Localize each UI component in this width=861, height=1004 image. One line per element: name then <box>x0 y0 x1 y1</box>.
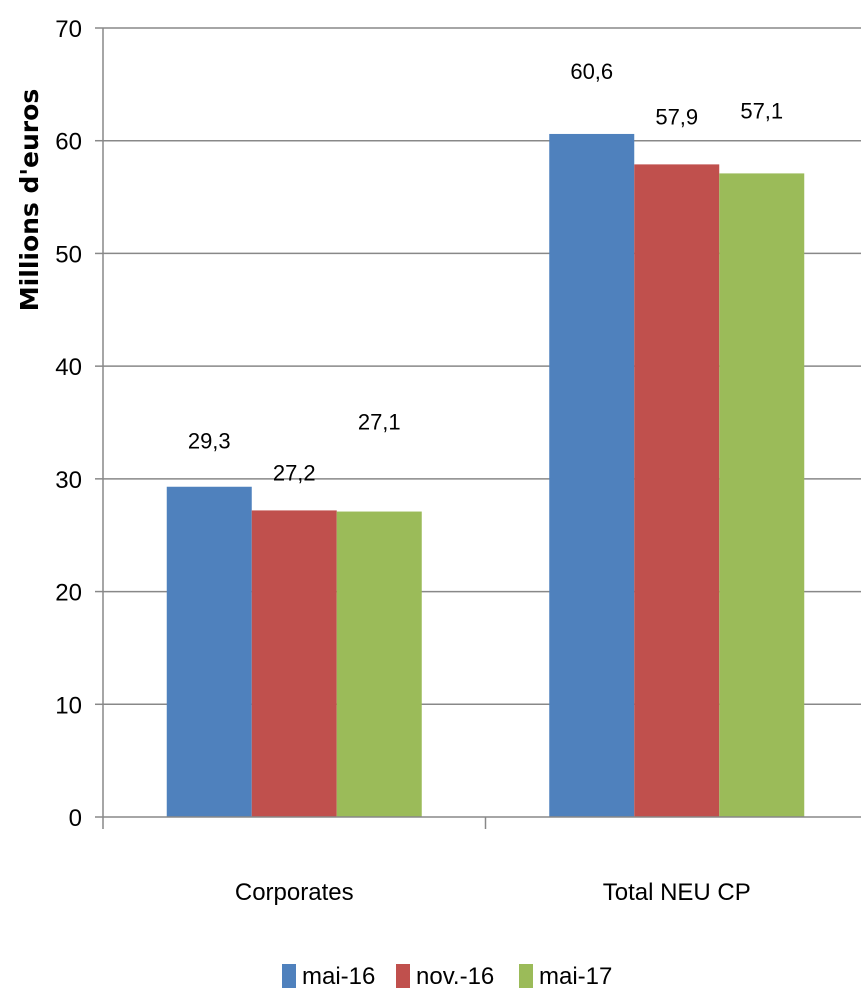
data-label: 27,1 <box>358 410 401 435</box>
data-label: 29,3 <box>188 429 231 454</box>
data-label: 57,1 <box>740 98 783 123</box>
y-tick-label: 40 <box>55 354 82 381</box>
bars <box>166 133 805 818</box>
x-category-label: Corporates <box>235 879 354 906</box>
legend: mai-16 nov.-16 mai-17 <box>282 963 612 990</box>
legend-swatch <box>396 964 410 988</box>
legend-label: mai-17 <box>539 963 612 990</box>
y-axis-ticks: 0 10 20 30 40 50 60 70 <box>55 16 103 832</box>
data-label: 57,9 <box>655 104 698 129</box>
y-tick-label: 60 <box>55 129 82 156</box>
bar-mai-17 <box>719 173 805 817</box>
bar-mai-16 <box>166 486 252 817</box>
legend-label: nov.-16 <box>416 963 494 990</box>
y-axis-label: Millions d'euros <box>15 89 44 311</box>
legend-label: mai-16 <box>302 963 375 990</box>
data-label: 27,2 <box>273 460 316 485</box>
y-tick-label: 50 <box>55 241 82 268</box>
bar-nov.-16 <box>251 510 337 817</box>
legend-swatch <box>519 964 533 988</box>
y-tick-label: 20 <box>55 580 82 607</box>
bar-mai-17 <box>336 511 422 817</box>
y-tick-label: 10 <box>55 692 82 719</box>
x-axis-ticks: Corporates Total NEU CP <box>102 817 751 906</box>
data-labels: 29,3 27,2 27,1 60,6 57,9 57,1 <box>188 59 783 485</box>
y-tick-label: 30 <box>55 467 82 494</box>
y-tick-label: 70 <box>55 16 82 43</box>
x-category-label: Total NEU CP <box>603 879 751 906</box>
bar-mai-16 <box>549 133 635 818</box>
y-tick-label: 0 <box>69 805 82 832</box>
data-label: 60,6 <box>570 59 613 84</box>
legend-swatch <box>282 964 296 988</box>
bar-nov.-16 <box>634 164 720 818</box>
